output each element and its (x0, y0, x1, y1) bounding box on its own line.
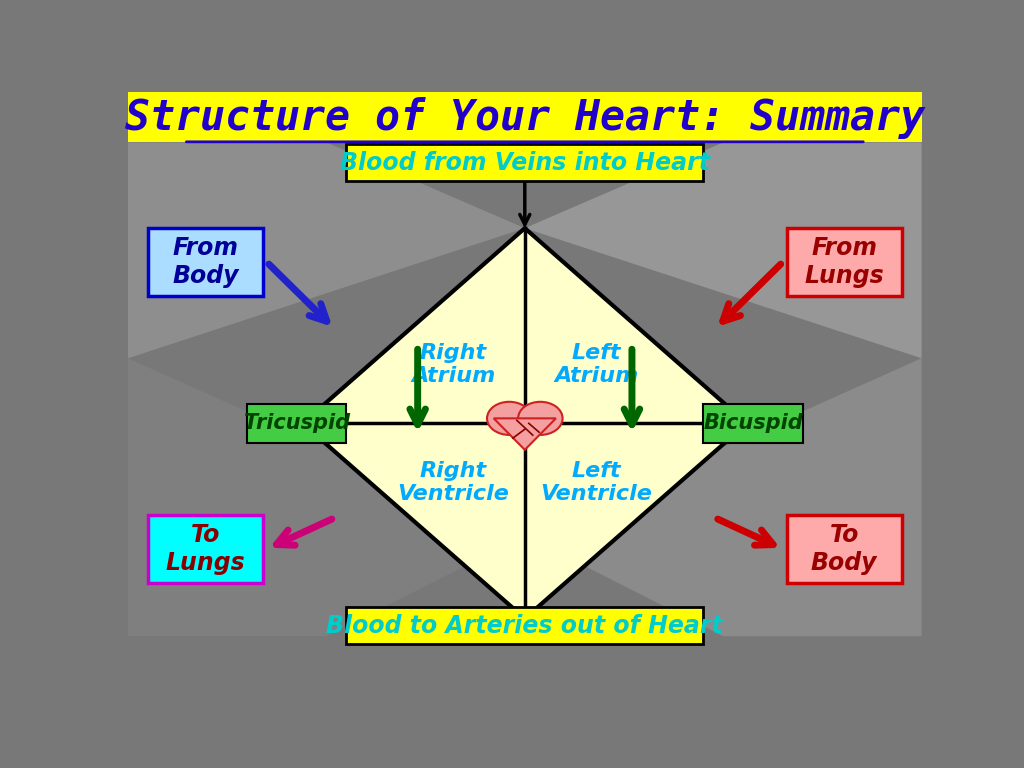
Circle shape (518, 402, 562, 435)
FancyBboxPatch shape (703, 404, 803, 442)
Polygon shape (128, 142, 524, 358)
Text: Right
Ventricle: Right Ventricle (397, 461, 509, 504)
Text: From
Lungs: From Lungs (804, 237, 884, 288)
Polygon shape (524, 358, 922, 636)
Text: Structure of Your Heart: Summary: Structure of Your Heart: Summary (125, 97, 925, 138)
FancyBboxPatch shape (786, 228, 902, 296)
Text: Blood from Veins into Heart: Blood from Veins into Heart (340, 151, 710, 174)
Polygon shape (524, 142, 922, 358)
FancyBboxPatch shape (786, 515, 902, 583)
Text: Blood to Arteries out of Heart: Blood to Arteries out of Heart (327, 614, 723, 637)
FancyBboxPatch shape (346, 607, 703, 644)
Text: Right
Atrium: Right Atrium (412, 343, 496, 386)
Polygon shape (128, 358, 524, 636)
FancyBboxPatch shape (247, 404, 346, 442)
Text: Bicuspid: Bicuspid (703, 413, 803, 433)
Text: From
Body: From Body (172, 237, 239, 288)
Text: Left
Ventricle: Left Ventricle (541, 461, 652, 504)
Text: Tricuspid: Tricuspid (244, 413, 350, 433)
Text: Left
Atrium: Left Atrium (554, 343, 638, 386)
Polygon shape (494, 419, 556, 450)
Text: To
Body: To Body (811, 523, 878, 575)
Circle shape (487, 402, 531, 435)
Text: To
Lungs: To Lungs (166, 523, 246, 575)
FancyBboxPatch shape (147, 515, 263, 583)
FancyBboxPatch shape (147, 228, 263, 296)
Polygon shape (303, 228, 748, 618)
FancyBboxPatch shape (346, 144, 703, 181)
FancyBboxPatch shape (128, 92, 922, 142)
